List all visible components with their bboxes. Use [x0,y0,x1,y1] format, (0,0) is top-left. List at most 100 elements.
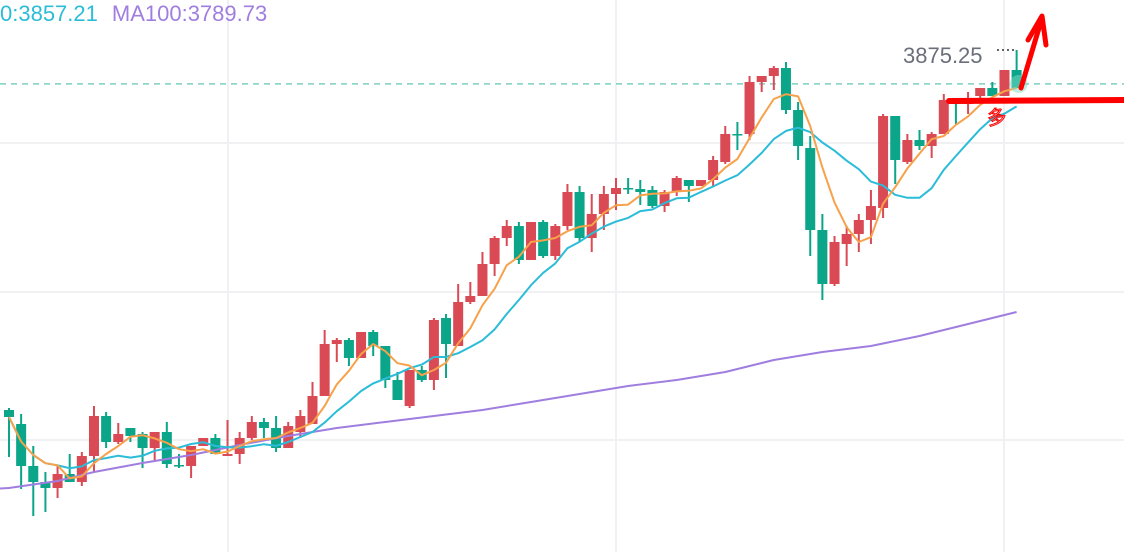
candle-body [720,134,731,163]
candle-body [501,226,512,238]
candle-down [793,101,804,160]
candle-up [878,114,889,219]
candle-up [489,235,500,277]
candle-body [258,421,269,429]
candle-up [246,415,257,441]
candle-up [926,131,937,158]
candle-up [744,76,755,141]
candle-up [113,423,124,444]
candle-up [671,176,682,196]
ma100-line [0,311,1017,490]
candle-up [975,87,986,99]
candle-body [708,159,719,180]
candle-down [647,185,658,208]
candle-body [744,81,755,135]
candle-down [380,345,391,388]
candle-body [307,395,318,424]
candle-body [428,320,439,380]
candle-body [356,331,367,358]
candle-up [501,220,512,246]
candle-body [768,68,779,77]
candle-body [331,340,342,344]
high-price-label: 3875.25 [903,43,983,68]
candle-body [829,242,840,285]
candle-down [368,329,379,357]
candle-down [40,471,51,513]
candle-body [817,229,828,285]
candle-down [623,178,634,194]
ma10-line [8,105,1018,470]
candle-body [368,331,379,346]
candle-body [574,192,585,238]
candle-body [987,87,998,96]
candle-body [173,465,184,467]
candle-up [902,134,913,165]
candle-up [768,65,779,91]
candle-body [441,318,452,344]
candle-body [222,454,233,457]
candle-body [246,421,257,438]
candle-body [635,189,646,193]
candle-down [890,115,901,185]
candle-body [695,179,706,186]
candle-down [914,129,925,150]
candle-body [40,481,51,488]
candle-body [343,340,354,358]
candle-down [441,314,452,379]
candle-down [343,337,354,366]
legend-ma10: 0:3857.21 [0,1,98,26]
support-line-annotation [946,97,1124,104]
candle-up [319,329,330,396]
candle-up [853,214,864,252]
candle-body [756,76,767,82]
candle-up [477,251,488,296]
candle-down [805,135,816,257]
candle-body [149,431,160,449]
candle-up [453,284,464,346]
candle-body [780,68,791,110]
candle-up [307,381,318,424]
candle-body [683,179,694,186]
candle-down [817,214,828,300]
candle-body [647,190,658,207]
candle-down [101,412,112,449]
candle-up [720,126,731,165]
candle-body [538,221,549,257]
candle-up [222,420,233,457]
candle-down [4,407,14,457]
candle-up [550,223,561,260]
candle-body [975,87,986,96]
legend-ma100: MA100:3789.73 [111,1,268,26]
candles [4,50,1022,516]
candle-body [404,370,415,407]
candle-up [756,76,767,93]
candle-body [659,192,670,207]
candle-up [708,156,719,186]
candle-body [902,140,913,163]
candle-body [938,100,949,135]
candle-up [841,226,852,266]
candle-body [113,434,124,443]
candle-body [865,206,876,221]
candle-up [598,185,609,230]
ma-lines [0,87,1018,490]
candle-up [331,337,342,363]
candle-body [392,379,403,400]
candle-down [732,121,743,150]
candle-down [987,81,998,96]
candle-body [853,220,864,235]
candle-up [829,235,840,286]
candle-body [562,192,573,227]
legend: 0:3857.21 MA100:3789.73 [0,1,267,27]
hand-drawn-annotation: 多 [946,13,1124,131]
candle-body [4,409,14,418]
candle-body [465,295,476,302]
candle-up [695,179,706,186]
candle-body [137,434,148,449]
candle-body [671,178,682,193]
candle-body [125,428,136,436]
candle-down [258,418,269,438]
candle-down [392,371,403,400]
candle-down [635,179,646,205]
candle-up [76,451,87,486]
